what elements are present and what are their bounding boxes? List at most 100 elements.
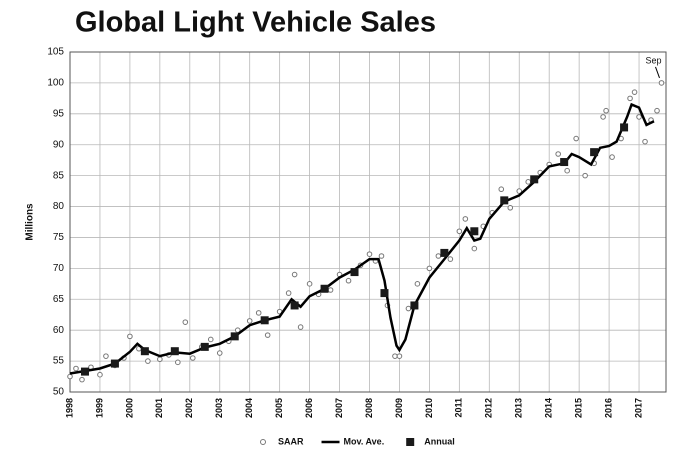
saar-marker [600, 114, 606, 120]
x-tick-label: 2009 [394, 398, 404, 418]
annual-marker [80, 367, 89, 376]
x-tick-label: 2006 [304, 398, 314, 418]
y-tick-label: 75 [53, 232, 65, 243]
x-tick-label: 2007 [334, 398, 344, 418]
saar-marker [658, 80, 665, 86]
saar-marker [297, 324, 304, 330]
y-tick-label: 90 [53, 139, 65, 150]
saar-marker [392, 353, 398, 359]
annual-marker [590, 148, 599, 157]
saar-marker [447, 256, 454, 262]
saar-marker [426, 265, 433, 272]
y-tick-label: 70 [53, 263, 65, 274]
annual-marker [170, 347, 179, 356]
saar-marker [414, 281, 421, 287]
saar-marker [127, 333, 133, 340]
saar-marker [396, 353, 403, 359]
saar-marker [255, 310, 262, 316]
x-tick-label: 2001 [154, 398, 164, 418]
annual-marker [200, 342, 209, 351]
saar-marker [264, 332, 271, 338]
legend-label: SAAR [278, 436, 304, 446]
saar-marker [145, 358, 151, 364]
annual-marker [110, 359, 119, 368]
y-tick-label: 50 [53, 387, 65, 398]
saar-marker [582, 172, 588, 179]
annual-marker [380, 289, 389, 298]
saar-marker [103, 353, 109, 359]
annotation-arrow [655, 66, 660, 79]
annual-marker [260, 316, 269, 325]
saar-marker [525, 179, 532, 185]
annual-marker [440, 248, 449, 257]
x-tick-label: 2008 [364, 398, 374, 418]
saar-marker [405, 305, 412, 312]
saar-marker [175, 359, 181, 366]
x-tick-label: 2010 [424, 398, 434, 418]
saar-marker [471, 245, 478, 252]
saar-marker [182, 319, 189, 325]
annotation: Sep [645, 55, 661, 65]
plot-frame [69, 51, 667, 393]
saar-marker [189, 355, 196, 361]
y-tick-label: 105 [47, 47, 64, 58]
annual-marker [320, 284, 329, 293]
saar-marker [636, 114, 642, 120]
legend-label: Annual [424, 436, 455, 446]
saar-marker [555, 151, 561, 157]
legend-swatch [406, 438, 415, 446]
saar-marker [157, 356, 163, 363]
annual-marker [530, 175, 539, 184]
x-tick-label: 1999 [94, 398, 104, 418]
y-axis-title: Millions [25, 203, 36, 241]
saar-marker [516, 188, 523, 194]
saar-marker [456, 228, 463, 235]
saar-marker [507, 204, 514, 211]
annual-marker [560, 158, 569, 167]
saar-marker [498, 186, 505, 193]
saar-marker [306, 281, 313, 287]
saar-marker [79, 376, 85, 383]
y-tick-label: 100 [47, 78, 64, 89]
saar-marker [366, 251, 373, 257]
saar-marker [207, 336, 214, 343]
x-tick-label: 2012 [484, 398, 494, 418]
x-tick-label: 2003 [214, 398, 224, 418]
saar-marker [246, 318, 253, 324]
saar-marker [216, 350, 223, 356]
x-tick-label: 2016 [603, 398, 613, 418]
x-tick-label: 2000 [124, 398, 134, 418]
y-tick-label: 55 [53, 356, 65, 367]
saar-marker [73, 365, 79, 372]
legend-label: Mov. Ave. [344, 436, 385, 446]
annual-marker [410, 301, 419, 310]
y-tick-label: 80 [53, 201, 65, 212]
x-tick-label: 2014 [544, 398, 554, 418]
x-tick-label: 2013 [514, 398, 524, 418]
annual-marker [290, 301, 299, 310]
saar-marker [291, 271, 298, 278]
annual-marker [620, 123, 629, 132]
y-tick-label: 95 [53, 108, 65, 119]
saar-marker [327, 287, 334, 293]
annual-marker [230, 332, 239, 341]
annual-marker [350, 268, 359, 277]
saar-marker [603, 107, 609, 114]
legend-swatch [260, 439, 266, 445]
annual-marker [470, 227, 479, 236]
x-tick-label: 2011 [454, 398, 464, 418]
saar-marker [435, 253, 442, 259]
chart-title: Global Light Vehicle Sales [75, 7, 436, 39]
annual-marker [140, 347, 149, 356]
saar-marker [631, 89, 638, 95]
x-tick-label: 2005 [274, 398, 284, 418]
x-tick-label: 2017 [633, 398, 643, 418]
y-tick-label: 65 [53, 294, 65, 305]
y-tick-label: 60 [53, 325, 65, 336]
saar-marker [627, 95, 633, 102]
x-tick-label: 2015 [574, 398, 584, 418]
saar-marker [573, 135, 579, 142]
x-tick-label: 2002 [184, 398, 194, 418]
saar-marker [345, 277, 352, 284]
